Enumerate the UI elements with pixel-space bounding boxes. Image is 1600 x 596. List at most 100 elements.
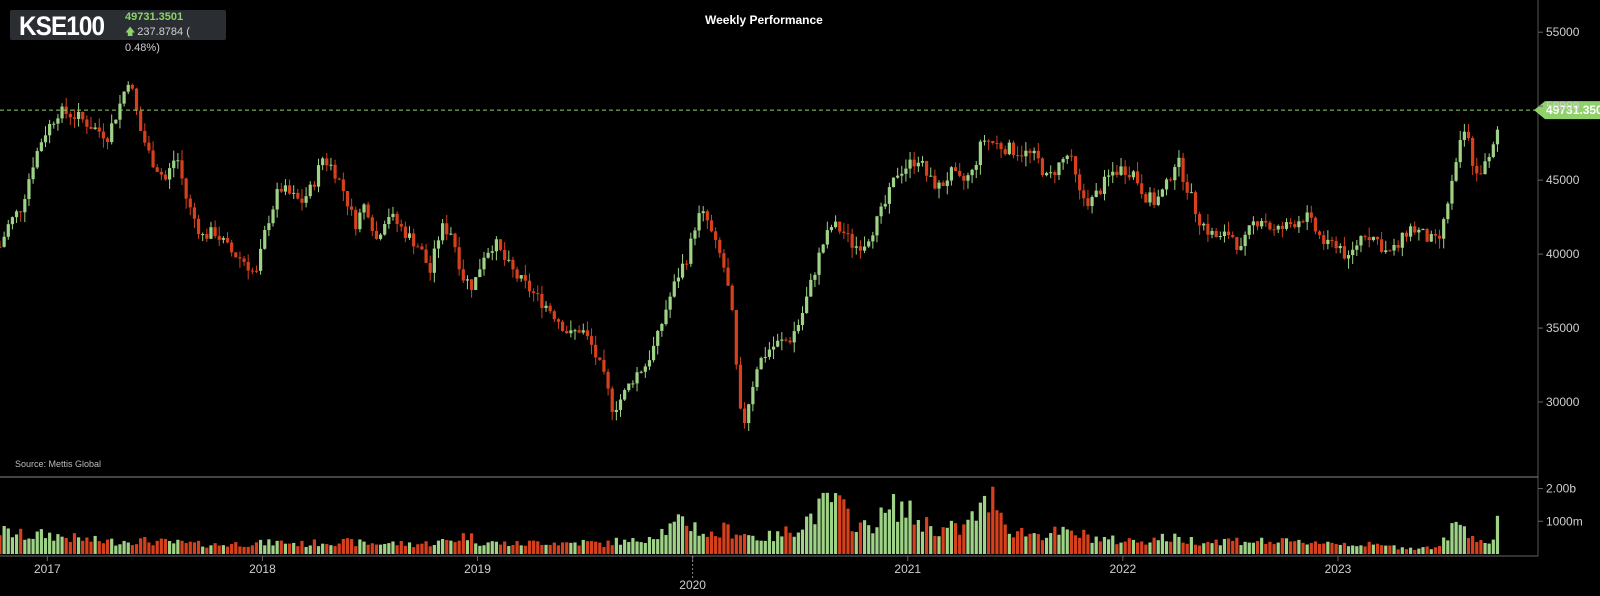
volume-bar xyxy=(407,542,412,554)
candle-body xyxy=(1111,171,1115,176)
volume-bar xyxy=(14,534,19,554)
volume-bar xyxy=(114,545,118,554)
volume-bar xyxy=(1255,541,1260,554)
volume-bar xyxy=(784,526,788,554)
candle-body xyxy=(660,324,664,331)
volume-bar xyxy=(1301,542,1305,554)
volume-bar xyxy=(1218,545,1222,554)
candle-body xyxy=(1040,158,1045,176)
x-tick-label: 2023 xyxy=(1325,562,1352,576)
volume-bar xyxy=(126,542,130,554)
candle-body xyxy=(618,399,623,410)
volume-bar xyxy=(416,544,420,554)
candle-body xyxy=(780,339,784,341)
volume-bar xyxy=(1380,545,1384,554)
candle-body xyxy=(1392,244,1396,251)
candle-body xyxy=(1326,239,1330,245)
candle-body xyxy=(829,227,834,231)
candle-body xyxy=(577,330,581,333)
candle-body xyxy=(52,123,56,125)
candle-body xyxy=(436,240,441,249)
volume-bar xyxy=(693,522,697,554)
volume-bar xyxy=(0,535,2,554)
volume-bar xyxy=(982,495,987,554)
volume-bar xyxy=(403,545,407,554)
candle-body xyxy=(267,223,271,231)
volume-bar xyxy=(2,526,6,554)
volume-bar xyxy=(461,533,465,554)
volume-bar xyxy=(920,531,925,554)
price-tick-label: 55000 xyxy=(1546,25,1580,39)
volume-bar xyxy=(498,544,503,554)
volume-bar xyxy=(598,542,602,554)
candle-body xyxy=(1276,225,1280,230)
candle-body xyxy=(631,383,635,385)
volume-bar xyxy=(854,532,858,554)
candle-body xyxy=(1384,250,1388,253)
volume-bar xyxy=(862,520,867,554)
candle-body xyxy=(449,233,453,235)
volume-bar xyxy=(858,522,863,554)
volume-bar xyxy=(1392,545,1396,554)
candle-body xyxy=(1454,162,1458,181)
volume-bar xyxy=(316,546,321,554)
volume-bar xyxy=(1359,545,1363,554)
price-tick-label: 30000 xyxy=(1546,395,1580,409)
candle-body xyxy=(1131,171,1136,178)
volume-bar xyxy=(68,541,72,554)
candle-body xyxy=(1483,161,1487,175)
volume-bar xyxy=(680,516,685,554)
candle-body xyxy=(883,203,887,207)
volume-bar xyxy=(1367,541,1371,554)
volume-bar xyxy=(412,547,416,554)
candle-body xyxy=(1243,234,1247,247)
candle-body xyxy=(416,246,420,248)
candle-body xyxy=(1268,222,1272,230)
candle-body xyxy=(1309,212,1313,218)
volume-bar xyxy=(143,537,147,554)
volume-bar xyxy=(879,507,883,554)
candle-body xyxy=(97,127,101,132)
volume-bar xyxy=(1231,540,1235,554)
candle-body xyxy=(503,249,507,260)
volume-bar xyxy=(1169,541,1173,554)
candle-body xyxy=(1011,142,1016,156)
volume-bar xyxy=(312,539,316,554)
candle-body xyxy=(184,178,188,199)
volume-bar xyxy=(1135,542,1140,554)
candle-body xyxy=(1413,226,1417,233)
candle-body xyxy=(85,119,89,127)
volume-bar xyxy=(1028,533,1032,554)
candle-body xyxy=(308,184,312,197)
volume-bar xyxy=(465,540,470,554)
volume-bar xyxy=(594,541,598,554)
volume-bar xyxy=(552,542,556,554)
candle-body xyxy=(527,280,532,292)
volume-bar xyxy=(755,540,759,554)
volume-bar xyxy=(1198,545,1202,554)
candle-body xyxy=(234,252,238,258)
volume-bar xyxy=(647,536,652,554)
candle-body xyxy=(469,279,474,290)
volume-bar xyxy=(1421,547,1425,554)
volume-bar xyxy=(519,545,523,554)
volume-bar xyxy=(618,544,623,554)
volume-bar xyxy=(234,542,238,554)
candle-body xyxy=(982,140,987,142)
volume-bar xyxy=(825,492,829,554)
volume-bar xyxy=(540,544,544,554)
candle-body xyxy=(1375,236,1380,240)
volume-bar xyxy=(974,520,978,554)
candle-body xyxy=(35,151,39,168)
candle-body xyxy=(172,160,176,169)
candle-body xyxy=(1098,190,1102,195)
volume-bar xyxy=(751,535,755,554)
candle-body xyxy=(867,241,871,247)
candle-body xyxy=(72,117,77,119)
candle-body xyxy=(825,230,829,245)
candle-body xyxy=(114,119,118,124)
candle-body xyxy=(287,185,292,194)
candle-body xyxy=(925,160,929,176)
x-tick-label: 2021 xyxy=(894,562,921,576)
volume-bar xyxy=(329,545,333,554)
